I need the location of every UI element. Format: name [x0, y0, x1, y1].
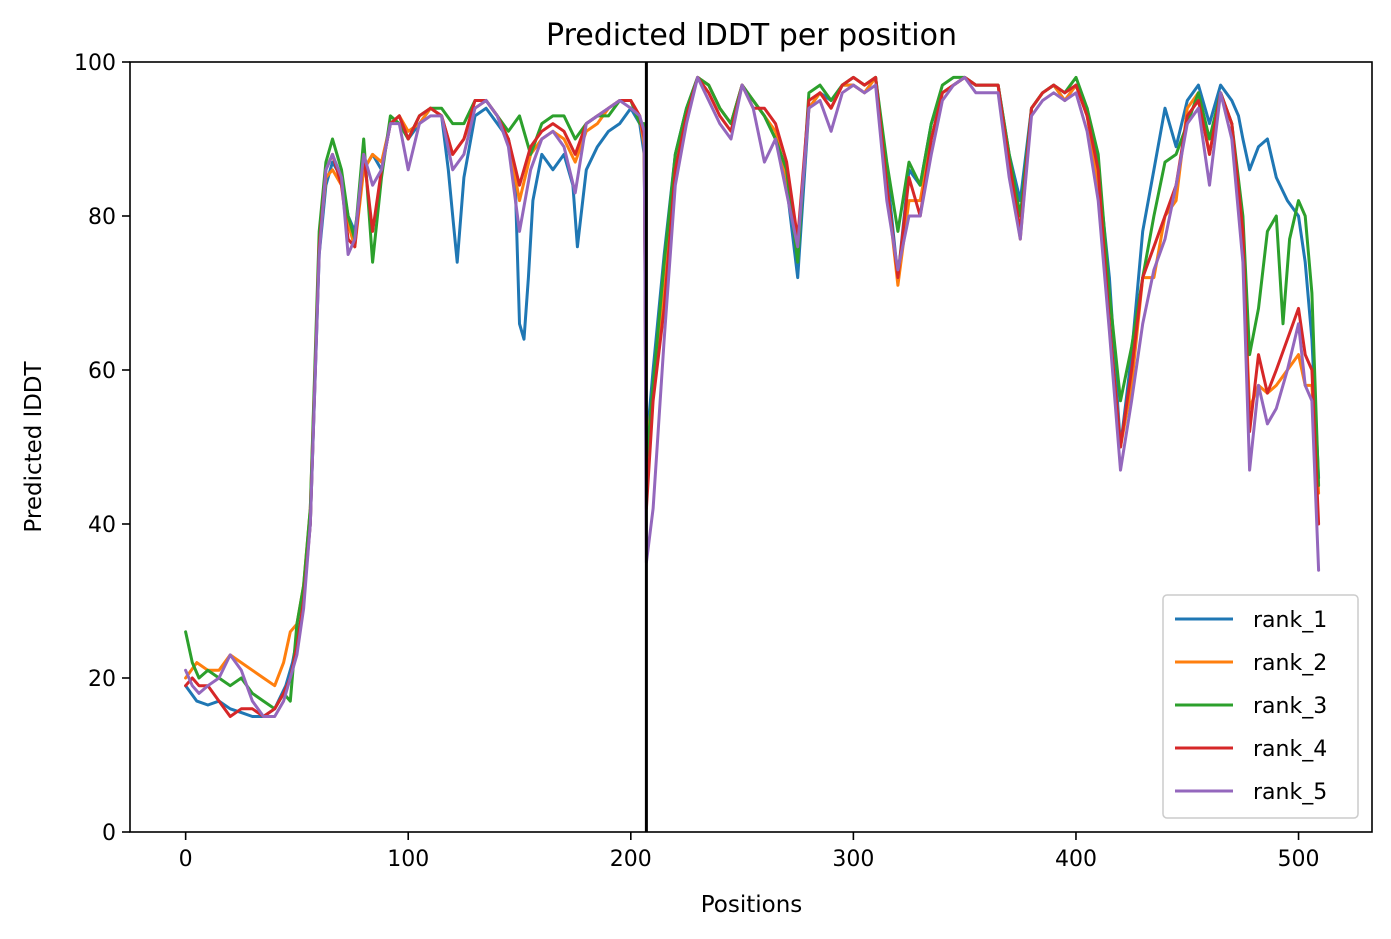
y-axis-label: Predicted lDDT — [21, 360, 47, 532]
legend-label-rank_3: rank_3 — [1253, 694, 1327, 719]
y-tick-label: 80 — [88, 205, 116, 230]
x-axis-label: Positions — [701, 892, 803, 918]
legend-frame — [1162, 594, 1359, 819]
y-axis: 0 20 40 60 80 100 — [74, 51, 130, 846]
series-line-rank_3 — [184, 75, 1321, 711]
plot-frame — [129, 61, 1373, 833]
legend-label-rank_4: rank_4 — [1253, 737, 1327, 762]
series-layer — [184, 75, 1321, 718]
x-tick-label: 500 — [1278, 847, 1320, 872]
y-tick-label: 0 — [102, 821, 116, 846]
x-tick-label: 100 — [387, 847, 429, 872]
x-tick-label: 0 — [179, 847, 193, 872]
y-tick-label: 100 — [74, 51, 116, 76]
x-axis: 0 100 200 300 400 500 — [179, 832, 1320, 872]
x-tick-label: 400 — [1055, 847, 1097, 872]
legend: rank_1 rank_2 rank_3 rank_4 rank_5 — [1162, 594, 1359, 819]
x-tick-label: 200 — [610, 847, 652, 872]
y-tick-label: 60 — [88, 359, 116, 384]
legend-label-rank_5: rank_5 — [1253, 780, 1327, 805]
series-line-rank_5 — [184, 75, 1321, 718]
chart-title: Predicted lDDT per position — [546, 18, 957, 53]
legend-label-rank_2: rank_2 — [1253, 651, 1327, 676]
y-tick-label: 40 — [88, 513, 116, 538]
y-tick-label: 20 — [88, 667, 116, 692]
x-tick-label: 300 — [832, 847, 874, 872]
legend-label-rank_1: rank_1 — [1253, 608, 1327, 633]
